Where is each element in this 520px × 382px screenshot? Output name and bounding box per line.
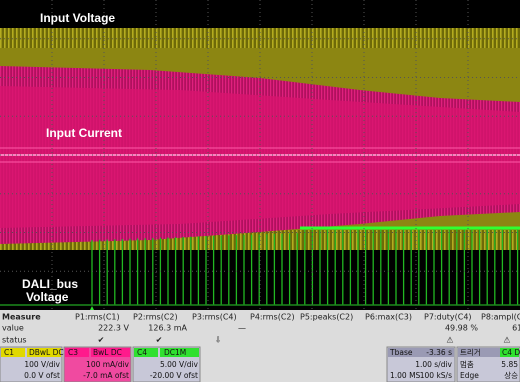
measure-value: 49.98 %	[445, 324, 478, 333]
trigger-type: Edge	[460, 371, 479, 380]
channel-coupling: DC1M	[164, 348, 186, 357]
measure-name: P6:max(C3)	[365, 313, 412, 322]
trigger-source: C4 DC	[502, 348, 520, 357]
timebase-title: Tbase	[389, 348, 413, 357]
channel-name: C1	[4, 348, 14, 357]
row-label: status	[2, 336, 27, 345]
measure-name: P1:rms(C1)	[75, 313, 120, 322]
channel-scale: 100 V/div	[24, 360, 60, 369]
trigger-level: 5.85	[501, 360, 518, 369]
channel-c1[interactable]: C1 DBwL DC 100 V/div 0.0 V ofst	[0, 347, 64, 382]
channel-coupling: DBwL DC	[29, 348, 64, 357]
measure-status: ✔	[98, 336, 105, 345]
timebase-rate: 100 kS/s	[420, 371, 452, 380]
measure-status: ⚠	[503, 336, 510, 345]
channel-c4[interactable]: C4 DC1M 5.00 V/div -20.00 V ofst	[133, 347, 200, 382]
timebase-scale: 1.00 s/div	[415, 360, 452, 369]
measure-value: 126.3 mA	[148, 324, 187, 333]
measure-name: P8:ampl(C4)	[481, 313, 520, 322]
timebase-box[interactable]: Tbase -3.36 s 1.00 s/div 1.00 MS 100 kS/…	[387, 347, 455, 382]
row-label: Measure	[2, 313, 41, 322]
measure-name: P4:rms(C2)	[250, 313, 295, 322]
channel-offset: -7.0 mA ofst	[83, 371, 129, 380]
row-label: value	[2, 324, 24, 333]
measure-value: 616.8	[512, 324, 520, 333]
measure-status: ⚠	[446, 336, 453, 345]
measure-name: P3:rms(C4)	[192, 313, 237, 322]
timebase-delay: -3.36 s	[426, 348, 452, 357]
measure-value: —	[238, 324, 246, 333]
channel-coupling: BwL DC	[93, 348, 122, 357]
trigger-mode: 멈춤	[460, 359, 474, 369]
trace-label: Input Voltage	[40, 11, 115, 25]
measure-name: P7:duty(C4)	[424, 313, 472, 322]
channel-offset: 0.0 V ofst	[24, 371, 60, 380]
measure-status: ✔	[156, 336, 163, 345]
channel-name: C3	[68, 348, 78, 357]
trigger-title: 트리거	[460, 348, 481, 357]
trigger-slope: 상승	[504, 370, 518, 380]
channel-scale: 100 mA/div	[86, 360, 130, 369]
measure-value: 222.3 V	[98, 324, 129, 333]
measure-name: P2:rms(C2)	[133, 313, 178, 322]
trigger-box[interactable]: 트리거 C4 DC 멈춤 5.85 Edge 상승	[457, 347, 520, 382]
measure-name: P5:peaks(C2)	[300, 313, 353, 322]
channel-name: C4	[137, 348, 147, 357]
trace-label: Input Current	[46, 126, 122, 140]
measure-status: ⇩	[215, 336, 222, 345]
timebase-points: 1.00 MS	[390, 371, 421, 380]
scope-screen: Input Voltage Input Current DALI_bus Vol…	[0, 0, 520, 382]
channel-scale: 5.00 V/div	[160, 360, 199, 369]
trace-label: Voltage	[26, 290, 69, 304]
channel-offset: -20.00 V ofst	[150, 371, 198, 380]
channel-c3[interactable]: C3 BwL DC 100 mA/div -7.0 mA ofst	[64, 347, 131, 382]
trace-label: DALI_bus	[22, 277, 78, 291]
